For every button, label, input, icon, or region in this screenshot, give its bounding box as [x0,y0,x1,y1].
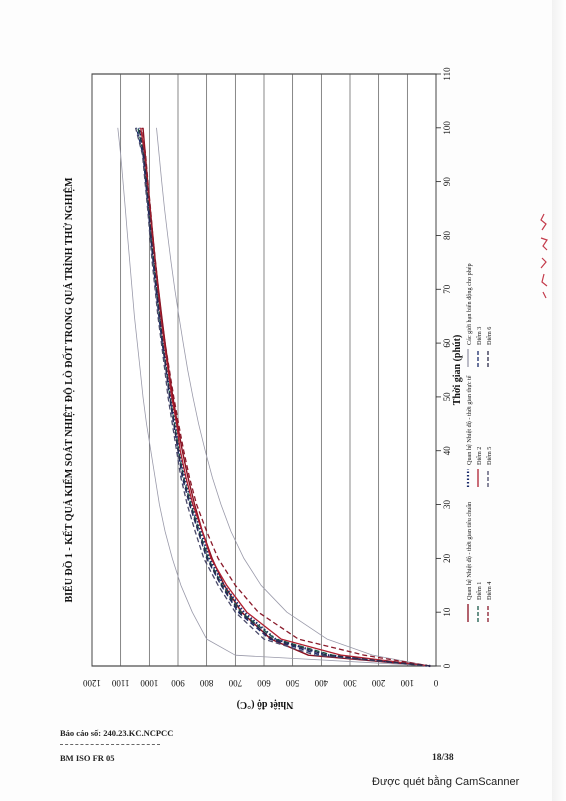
y-tick-label: 100 [400,678,414,688]
y-tick-label: 800 [199,678,213,688]
series-line-7 [141,127,431,667]
series-lines [117,127,431,668]
x-tick-label: 100 [442,121,452,135]
x-tick-label: 10 [442,607,452,617]
y-tick-label: 900 [171,678,185,688]
x-tick-label: 50 [442,392,452,402]
x-axis-label: Thời gian (phút) [452,335,463,406]
x-tick-label: 40 [442,446,452,456]
legend: Quan hệ Nhiệt độ - thời gian tiêu chuẩn Đ… [466,263,493,622]
y-tick-label: 200 [371,678,385,688]
x-tick-labels: 0 10 20 30 40 50 60 70 80 90 100 110 [442,67,452,668]
y-tick-label: 400 [314,678,328,688]
legend-label: Điểm 1 [476,582,483,600]
chart-title: BIỂU ĐỒ 1 - KẾT QUẢ KIỂM SOÁT NHIỆT ĐỘ L… [62,177,75,603]
legend-label: Các giới hạn biến động cho phép [466,263,473,345]
report-number: Báo cáo số: 240.23.KC.NCPCC [60,728,174,738]
scan-edge-shadow [552,0,566,801]
series-line-2 [117,127,431,667]
x-tick-label: 90 [442,177,452,187]
legend-label: Điểm 3 [476,327,483,345]
series-line-9 [138,127,431,667]
y-tick-label: 1000 [140,678,159,688]
y-tick-label: 500 [285,678,299,688]
y-tick-labels: 0 100 200 300 400 500 600 700 800 900 1000 1100 1200 [83,678,439,688]
legend-label: Quan hệ Nhiệt độ - thời gian thực tế [466,375,473,465]
camscanner-watermark: Được quét bằng CamScanner [372,776,520,788]
y-tick-label: 600 [257,678,271,688]
form-code: BM ISO FR 05 [60,753,115,763]
x-tick-label: 110 [442,67,452,81]
y-tick-label: 700 [228,678,242,688]
y-axis-label: Nhiệt độ (°C) [237,699,294,710]
legend-label: Điểm 5 [486,447,493,465]
x-tick-label: 80 [442,230,452,240]
gridlines [91,73,441,667]
legend-label: Quan hệ Nhiệt độ - thời gian tiêu chuẩn [466,502,473,600]
page-number: 18/38 [432,753,454,763]
red-signature-stamp [538,212,550,302]
y-tick-label: 1100 [111,678,129,688]
series-line-8 [134,127,431,667]
x-tick-label: 20 [442,553,452,563]
legend-label: Điểm 4 [486,582,493,600]
x-tick-label: 60 [442,338,452,348]
x-tick-label: 0 [442,663,452,668]
x-tick-label: 70 [442,284,452,294]
series-line-3 [156,127,431,667]
legend-label: Điểm 6 [486,327,493,345]
y-tick-label: 300 [343,678,357,688]
y-tick-label: 0 [433,678,438,688]
footer-dashed-rule [60,744,160,745]
y-tick-label: 1200 [83,678,102,688]
legend-label: Điểm 2 [476,447,483,465]
x-tick-label: 30 [442,500,452,510]
